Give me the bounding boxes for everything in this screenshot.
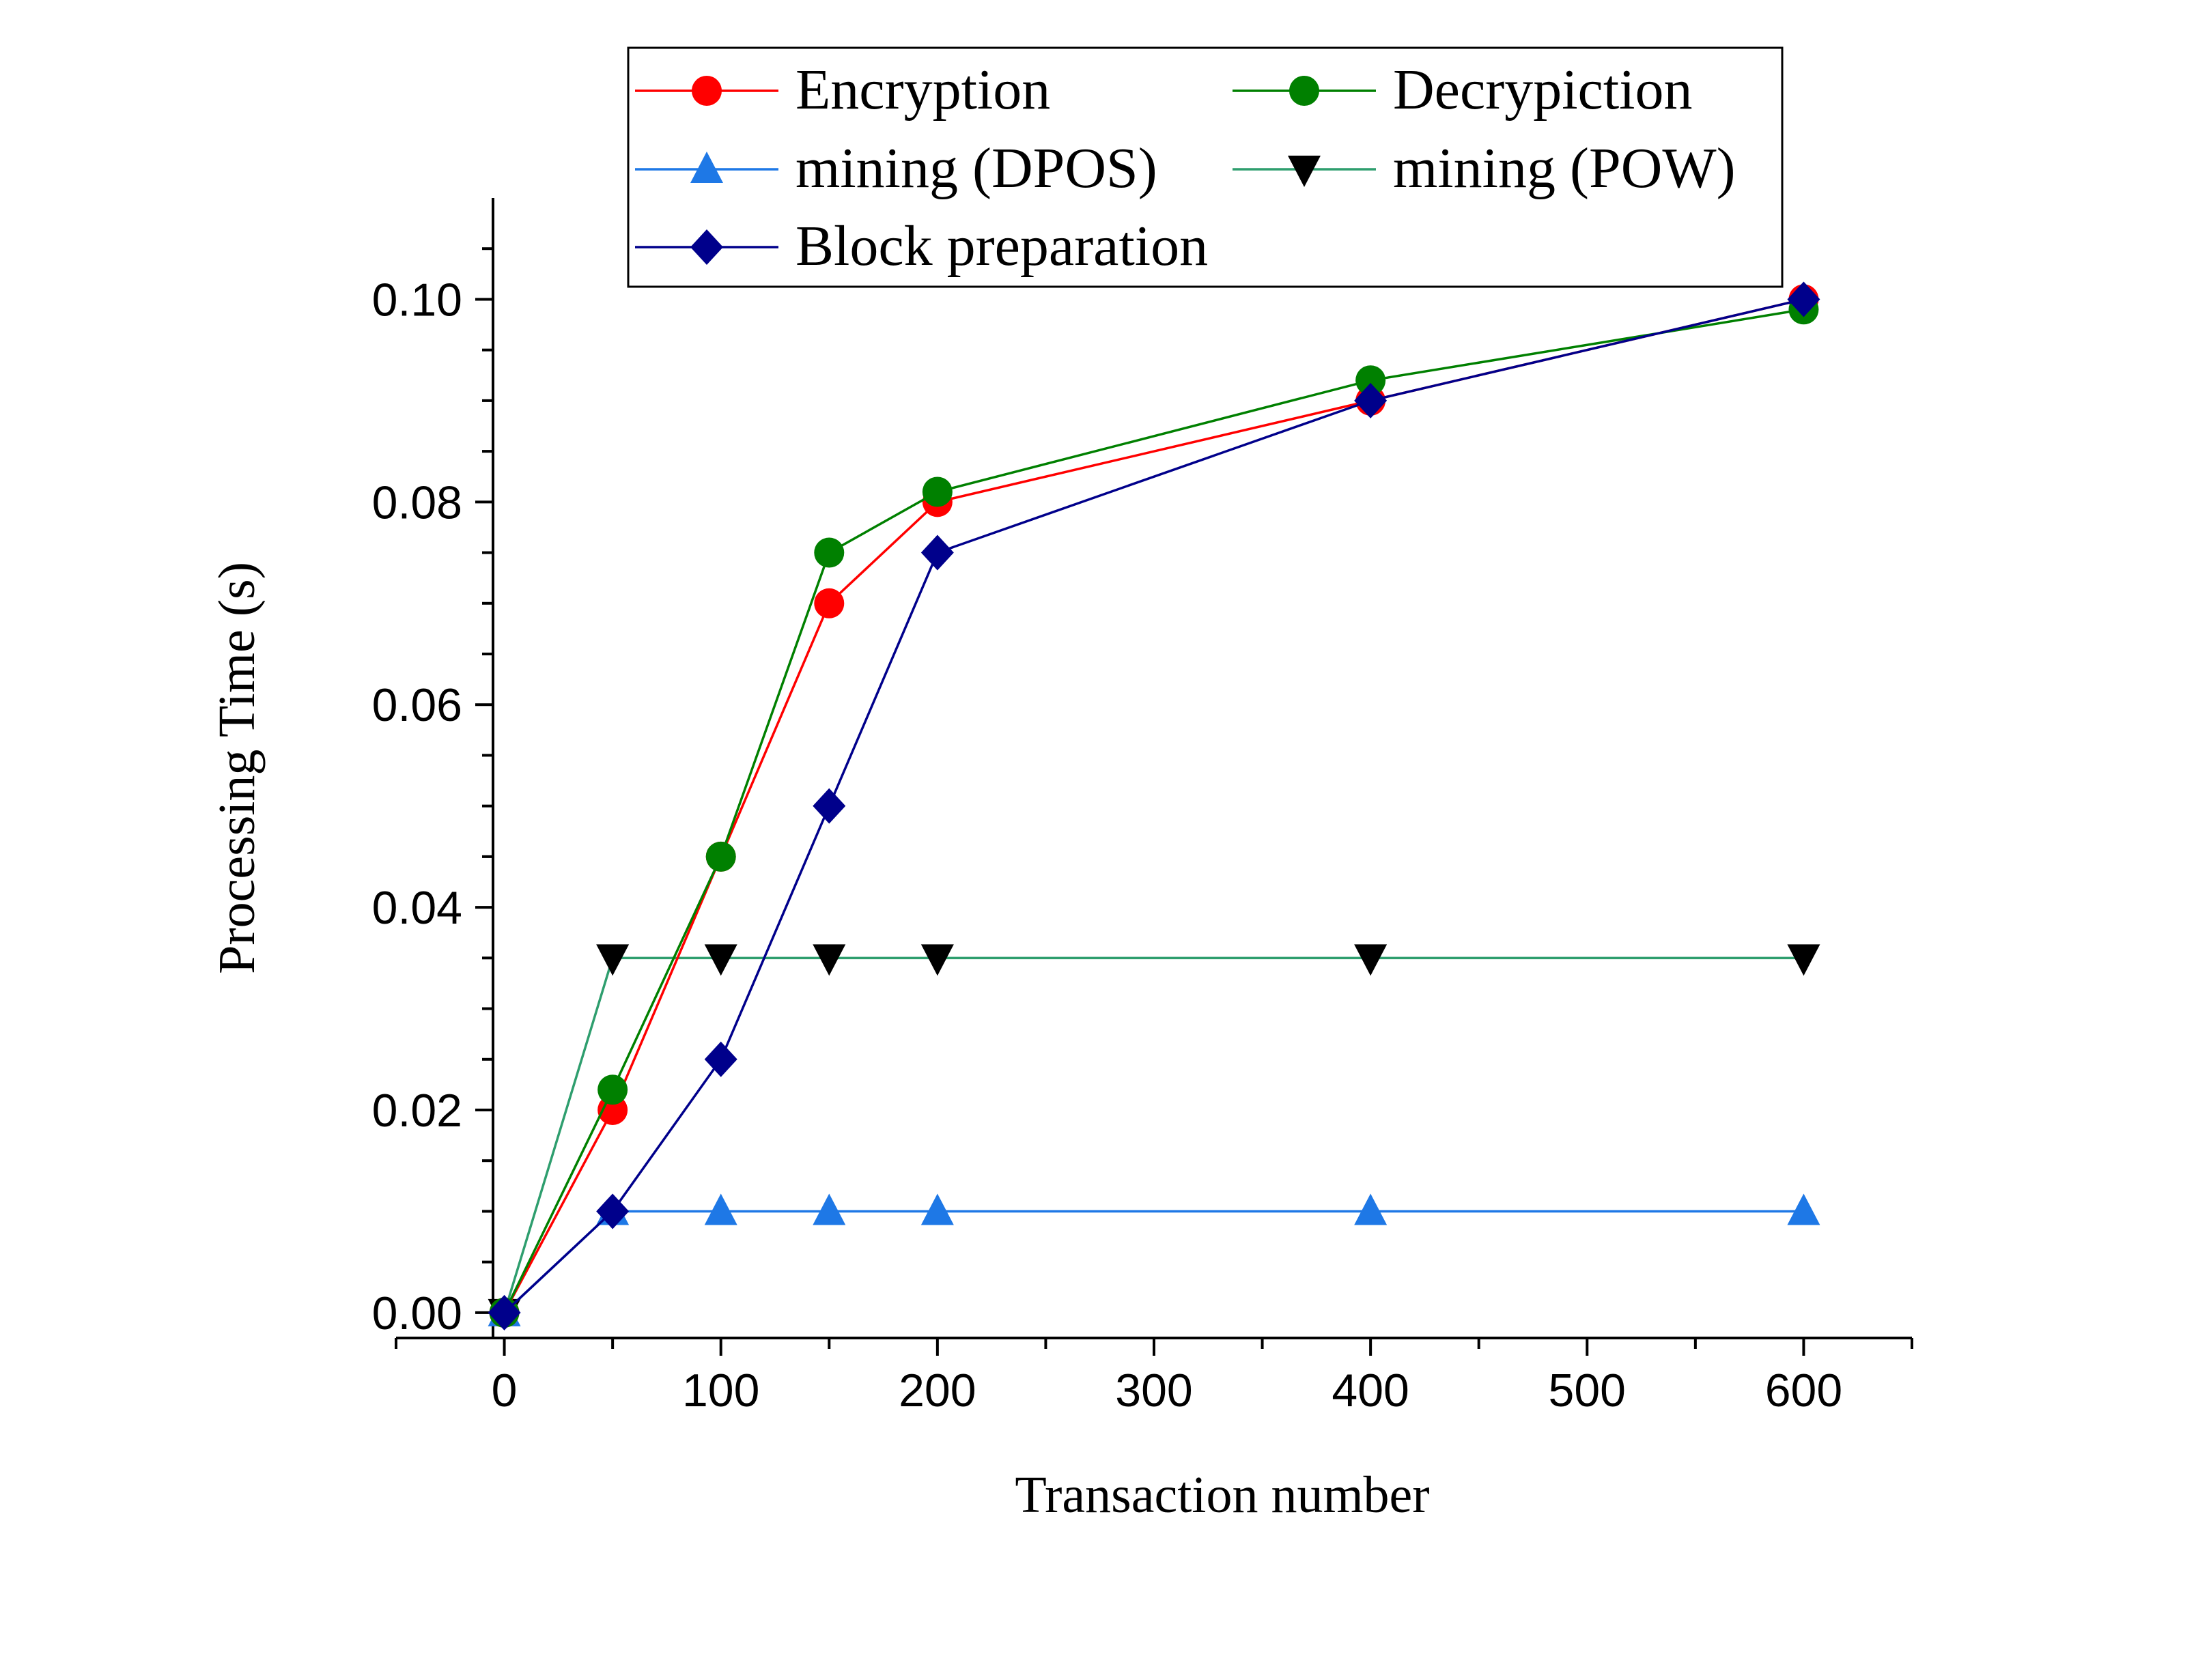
legend-item: Decrypiction — [1233, 58, 1693, 122]
y-tick-label: 0.10 — [372, 274, 462, 326]
legend-label: Block preparation — [796, 214, 1208, 278]
legend-marker — [690, 229, 723, 265]
series-decrypiction — [489, 294, 1819, 1328]
y-tick-label: 0.06 — [372, 679, 462, 731]
data-point — [922, 476, 953, 507]
series-layer — [488, 281, 1820, 1330]
data-point — [1787, 944, 1820, 976]
data-point — [813, 1193, 846, 1225]
legend-marker — [690, 152, 723, 183]
x-tick-label: 400 — [1332, 1365, 1409, 1416]
data-point — [597, 1074, 628, 1105]
data-point — [814, 537, 845, 568]
series-mining-pow — [488, 944, 1820, 1330]
y-tick-label: 0.00 — [372, 1287, 462, 1339]
data-point — [920, 535, 954, 571]
x-tick-label: 600 — [1765, 1365, 1842, 1416]
axis-labels: Transaction number Processing Time (s) — [208, 562, 1430, 1524]
data-point — [704, 1041, 737, 1077]
data-point — [813, 944, 846, 976]
legend: Encryption Decrypiction mining (DPOS) minin… — [627, 46, 1784, 288]
series-block-preparation — [488, 281, 1820, 1330]
legend-label: mining (POW) — [1393, 137, 1736, 200]
x-tick-label: 500 — [1549, 1365, 1626, 1416]
legend-box — [627, 46, 1784, 288]
y-tick-label: 0.02 — [372, 1085, 462, 1137]
series-line — [503, 1210, 1804, 1314]
series-line — [503, 956, 1804, 1313]
legend-item: Block preparation — [635, 214, 1208, 278]
data-point — [1355, 365, 1386, 396]
x-tick-label: 300 — [1115, 1365, 1192, 1416]
data-point — [704, 944, 737, 976]
legend-item: Encryption — [635, 58, 1050, 122]
y-axis-label: Processing Time (s) — [208, 562, 266, 974]
series-mining-dpos — [488, 1193, 1820, 1326]
legend-label: Decrypiction — [1393, 58, 1693, 122]
data-point — [1787, 1193, 1820, 1225]
legend-marker — [1289, 76, 1319, 106]
data-point — [920, 1193, 954, 1225]
legend-marker — [1288, 156, 1321, 187]
data-point — [920, 944, 954, 976]
legend-marker — [692, 76, 722, 106]
data-point — [596, 1193, 630, 1229]
data-point — [1354, 382, 1388, 418]
data-point — [814, 588, 845, 618]
legend-label: mining (DPOS) — [796, 137, 1157, 200]
x-tick-label: 0 — [492, 1365, 518, 1416]
data-point — [1787, 281, 1820, 317]
data-point — [596, 944, 630, 976]
series-line — [503, 298, 1804, 1313]
y-tick-label: 0.08 — [372, 476, 462, 528]
legend-item: mining (DPOS) — [635, 137, 1157, 200]
data-point — [813, 788, 846, 824]
x-axis-label: Transaction number — [1015, 1466, 1429, 1524]
axes: 0 100 200 300 400 500 600 0.00 0.02 0.04 0.06 0.08 0… — [372, 198, 1913, 1416]
x-tick-label: 100 — [682, 1365, 759, 1416]
x-tick-label: 200 — [899, 1365, 976, 1416]
data-point — [1354, 1193, 1388, 1225]
series-line — [503, 308, 1804, 1313]
legend-label: Encryption — [796, 58, 1050, 122]
series-encryption — [489, 284, 1819, 1328]
legend-item: mining (POW) — [1233, 137, 1736, 200]
data-point — [704, 1193, 737, 1225]
y-tick-label: 0.04 — [372, 882, 462, 934]
data-point — [705, 841, 736, 872]
data-point — [488, 1294, 521, 1330]
data-point — [1354, 944, 1388, 976]
